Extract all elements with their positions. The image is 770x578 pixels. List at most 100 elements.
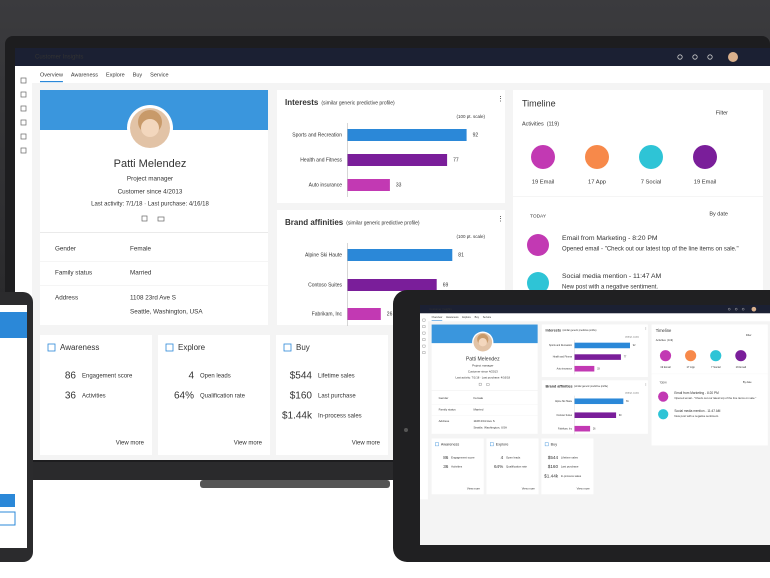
app-header — [15, 48, 770, 66]
nav-icon[interactable] — [422, 351, 426, 354]
kpi-value: $544 — [290, 371, 313, 382]
channel-icon[interactable] — [693, 145, 717, 169]
bar-label: Sports and Recreation — [292, 132, 342, 138]
header-icon[interactable] — [741, 307, 745, 311]
user-avatar[interactable] — [751, 306, 757, 312]
bar-value: 77 — [624, 357, 627, 359]
profile-since: Customer since 4/2013 — [118, 189, 183, 196]
activity-icon — [527, 234, 549, 256]
timeline-sort[interactable]: By date — [743, 380, 752, 384]
kpi-icon — [283, 343, 292, 352]
view-more-link[interactable]: View more — [234, 441, 263, 447]
timeline-filter[interactable]: Filter — [746, 333, 752, 337]
channel-icon[interactable] — [531, 145, 555, 169]
call-icon[interactable] — [478, 382, 482, 386]
profile-name: Patti Melendez — [114, 158, 187, 170]
view-more-link[interactable]: View more — [352, 441, 381, 447]
chart-title: Interests — [285, 98, 319, 107]
nav-icon[interactable] — [422, 318, 426, 322]
nav-icon[interactable] — [422, 344, 426, 348]
tab[interactable]: Buy — [133, 72, 143, 78]
view-more-link[interactable]: View more — [577, 486, 591, 490]
chart-subtitle: (similar generic predictive profile) — [562, 329, 596, 332]
laptop-base — [10, 462, 410, 480]
bar-label: Contoso Suites — [308, 282, 342, 288]
timeline-filter[interactable]: Filter — [716, 110, 728, 116]
more-icon[interactable]: ⋮ — [497, 96, 504, 103]
tab[interactable]: Service — [483, 315, 492, 319]
mail-icon[interactable] — [157, 216, 165, 222]
channel-icon[interactable] — [735, 350, 747, 362]
activities-count: (119) — [547, 121, 560, 127]
user-avatar[interactable] — [728, 52, 738, 62]
tab[interactable]: Awareness — [71, 72, 98, 78]
activity-text: New post with a negative sentiment. — [674, 414, 719, 418]
field-label: Gender — [439, 396, 449, 400]
nav-icon[interactable] — [20, 105, 27, 112]
chart-scale-label: (100 pt. scale) — [456, 114, 485, 119]
kpi-label: Lifetime sales — [561, 455, 579, 459]
tab-underline — [40, 81, 63, 83]
channel-label: 19 Email — [736, 365, 747, 369]
channel-icon[interactable] — [710, 350, 722, 362]
header-icon[interactable] — [728, 307, 731, 311]
nav-icon[interactable] — [20, 91, 27, 98]
bar-label: Contoso Suites — [556, 414, 573, 417]
bar — [574, 354, 621, 360]
chart-title: Brand affinities — [546, 384, 573, 388]
more-icon[interactable]: ⋮ — [644, 327, 647, 331]
nav-icon[interactable] — [20, 119, 27, 126]
tab[interactable]: Awareness — [446, 315, 459, 319]
bar — [347, 279, 437, 291]
header-icon[interactable] — [692, 54, 698, 60]
channel-icon[interactable] — [639, 145, 663, 169]
channel-icon[interactable] — [585, 145, 609, 169]
view-more-link[interactable]: View more — [467, 486, 481, 490]
axis-line — [347, 123, 348, 197]
phone-header — [0, 312, 27, 338]
tab-bar — [32, 66, 770, 83]
mail-icon[interactable] — [486, 383, 490, 386]
channel-icon[interactable] — [659, 350, 672, 362]
header-icon[interactable] — [677, 54, 683, 60]
kpi-title: Buy — [551, 442, 558, 446]
view-more-link[interactable]: View more — [116, 441, 145, 447]
bar — [347, 308, 381, 320]
nav-icon[interactable] — [422, 338, 426, 341]
header-icon[interactable] — [707, 54, 713, 60]
activities-count: (119) — [667, 338, 673, 342]
timeline-sort[interactable]: By date — [709, 211, 728, 217]
tab[interactable]: Overview — [40, 72, 63, 78]
tab[interactable]: Buy — [475, 315, 480, 319]
nav-icon[interactable] — [422, 331, 426, 335]
kpi-label: Last purchase — [561, 465, 579, 469]
bar-label: Health and Fitness — [553, 356, 573, 359]
call-icon[interactable] — [141, 215, 148, 222]
kpi-label: Activities — [451, 465, 463, 469]
bar-label: Alpine Ski Haute — [555, 400, 573, 403]
chart-scale-label: (100 pt. scale) — [456, 234, 485, 239]
timeline-title: Timeline — [656, 328, 672, 333]
header-icon[interactable] — [734, 307, 738, 311]
tab[interactable]: Service — [150, 72, 168, 78]
view-more-link[interactable]: View more — [522, 486, 536, 490]
phone-button[interactable] — [0, 511, 16, 526]
more-icon[interactable]: ⋮ — [497, 216, 504, 223]
tab[interactable]: Overview — [432, 315, 443, 319]
nav-icon[interactable] — [20, 77, 27, 84]
kpi-label: Qualification rate — [506, 465, 527, 469]
nav-icon[interactable] — [20, 133, 27, 140]
nav-icon[interactable] — [20, 147, 27, 154]
nav-icon[interactable] — [422, 325, 426, 328]
channel-icon[interactable] — [685, 350, 697, 362]
tab[interactable]: Explore — [106, 72, 125, 78]
phone-button[interactable] — [0, 494, 15, 507]
bar-value: 26 — [593, 428, 596, 430]
more-icon[interactable]: ⋮ — [644, 382, 647, 386]
field-label: Gender — [55, 246, 76, 253]
tab[interactable]: Explore — [462, 315, 471, 319]
nav-rail — [420, 313, 428, 500]
bar-label: Sports and Recreation — [549, 344, 573, 347]
bar-value: 69 — [443, 282, 449, 288]
